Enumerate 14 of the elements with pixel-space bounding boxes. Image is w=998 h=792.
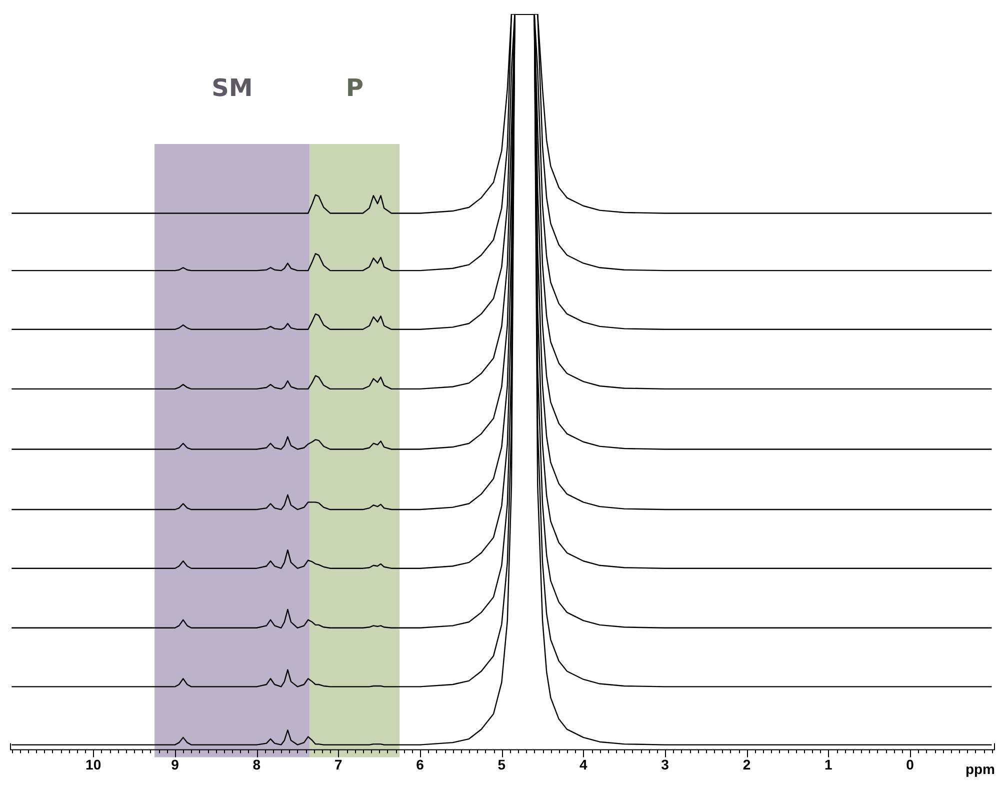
x-tick-label: 3 [661,756,670,772]
band-label: SM [212,74,253,102]
x-tick-label: 5 [498,756,506,772]
band-label: P [346,74,364,102]
x-tick-label: 8 [252,756,261,772]
x-tick-label: 1 [824,756,832,772]
x-tick-label: 9 [171,756,180,772]
x-tick-label: 6 [416,756,424,772]
x-tick-label: 7 [334,756,342,772]
x-tick-label: 2 [742,756,751,772]
x-tick-label: 10 [86,756,102,772]
x-axis-title: ppm [965,761,995,778]
x-tick-label: 0 [906,756,914,772]
x-tick-label: 4 [579,756,588,772]
